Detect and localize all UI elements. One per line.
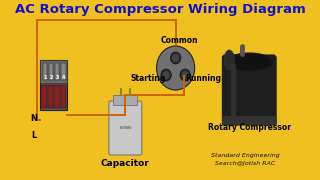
Text: Starting: Starting bbox=[130, 73, 165, 82]
Circle shape bbox=[163, 71, 170, 79]
Text: Rotary Compressor: Rotary Compressor bbox=[208, 123, 291, 132]
Bar bbox=[54, 84, 60, 108]
Circle shape bbox=[172, 54, 179, 62]
Text: N: N bbox=[30, 114, 37, 123]
Text: Capacitor: Capacitor bbox=[101, 159, 150, 168]
Bar bbox=[40, 60, 67, 82]
Circle shape bbox=[156, 46, 195, 90]
Text: 1: 1 bbox=[44, 75, 47, 80]
Bar bbox=[61, 63, 66, 80]
Bar bbox=[61, 84, 67, 108]
Text: Standard Engineering: Standard Engineering bbox=[211, 152, 279, 158]
FancyBboxPatch shape bbox=[109, 101, 142, 155]
Ellipse shape bbox=[226, 53, 273, 71]
Circle shape bbox=[170, 52, 181, 64]
Text: BONN: BONN bbox=[119, 126, 131, 130]
Text: Running: Running bbox=[185, 73, 221, 82]
Ellipse shape bbox=[224, 50, 235, 70]
Text: L: L bbox=[31, 132, 36, 141]
Text: AC Rotary Compressor Wiring Diagram: AC Rotary Compressor Wiring Diagram bbox=[15, 3, 305, 15]
Bar bbox=[48, 84, 53, 108]
FancyBboxPatch shape bbox=[40, 60, 67, 110]
FancyBboxPatch shape bbox=[231, 64, 236, 116]
Circle shape bbox=[161, 69, 171, 81]
Text: Search@Jotish RAC: Search@Jotish RAC bbox=[215, 161, 275, 165]
Bar bbox=[43, 63, 47, 80]
FancyBboxPatch shape bbox=[222, 55, 276, 125]
Circle shape bbox=[180, 69, 190, 81]
Bar bbox=[49, 63, 53, 80]
Text: 3: 3 bbox=[56, 75, 59, 80]
Bar bbox=[55, 63, 60, 80]
Text: Common: Common bbox=[161, 35, 199, 44]
Text: 2: 2 bbox=[50, 75, 53, 80]
Bar bbox=[113, 95, 138, 105]
Text: 4: 4 bbox=[62, 75, 65, 80]
Bar bbox=[41, 84, 47, 108]
Circle shape bbox=[182, 71, 188, 79]
Bar bbox=[222, 116, 276, 124]
